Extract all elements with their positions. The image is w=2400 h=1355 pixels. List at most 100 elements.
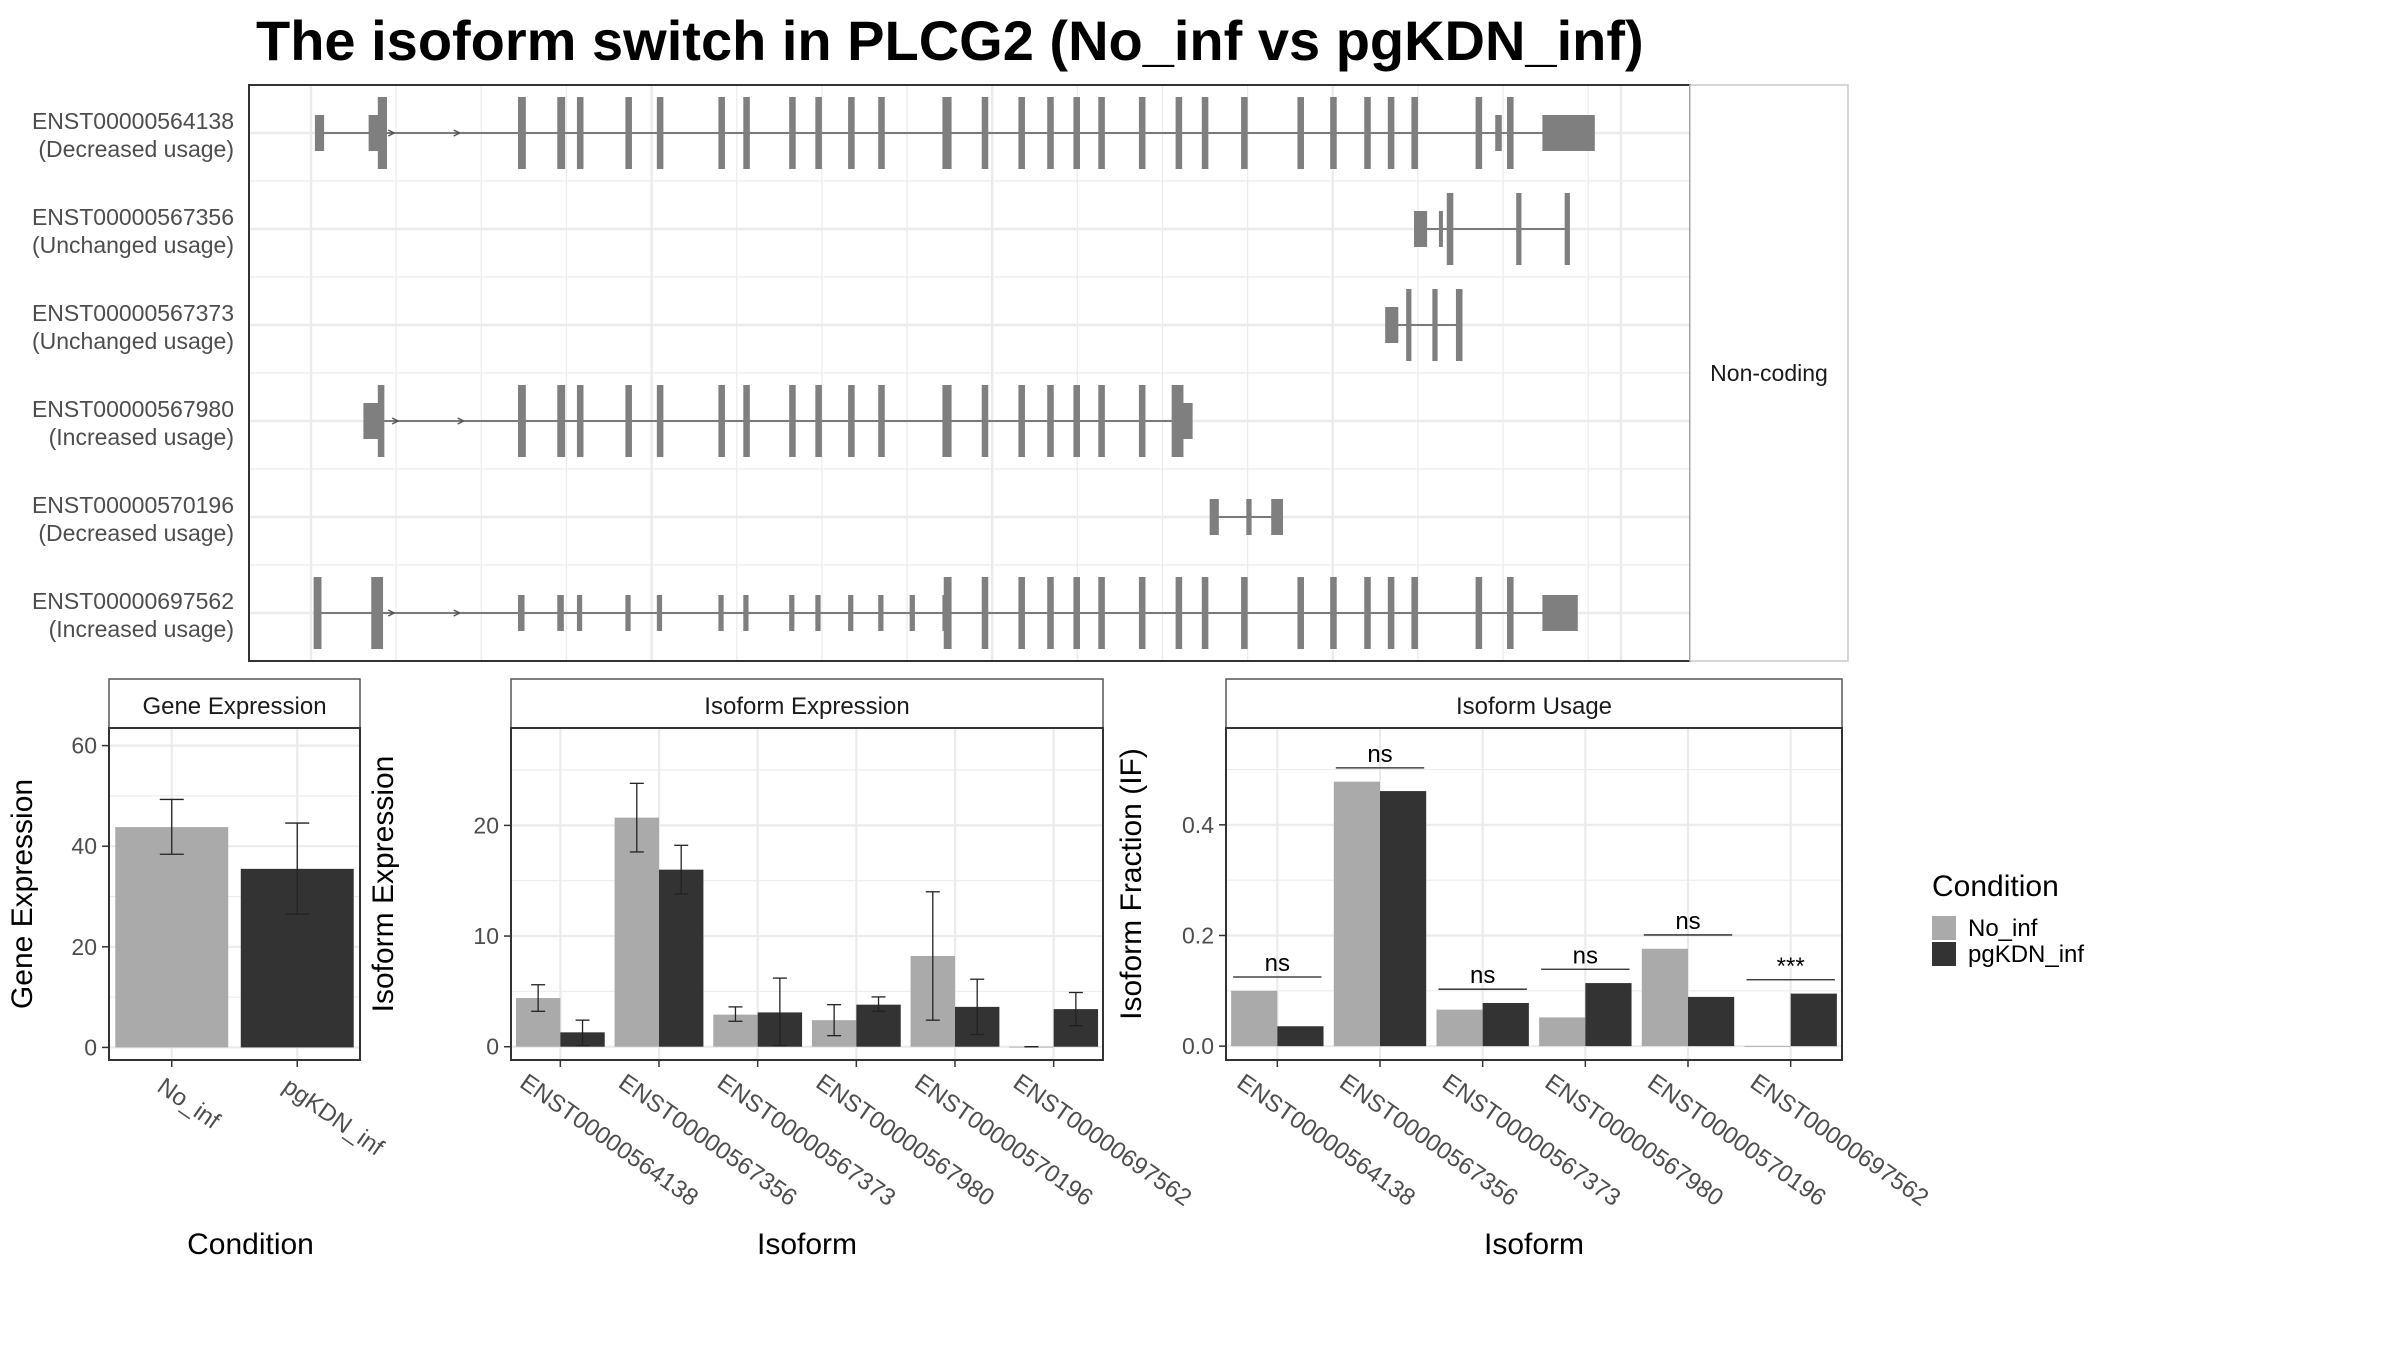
y-tick-label: 0 [486,1034,499,1060]
isoform-id-label: ENST00000567373 [32,300,234,326]
exon [1385,307,1399,343]
exon [943,577,952,649]
exon [576,385,584,457]
exon [1138,577,1146,649]
significance-label: ns [1367,741,1392,768]
exon [1171,385,1184,457]
significance-label: ns [1675,908,1700,935]
y-tick-label: 40 [71,833,97,859]
exon [1446,193,1454,265]
exon [1330,97,1337,169]
exon [789,97,796,169]
exon [789,385,796,457]
exon [1179,403,1193,439]
panel-header [108,678,361,729]
panel-border [108,727,361,1061]
exon [815,97,822,169]
isoform-usage-label: (Increased usage) [49,616,234,642]
exon [656,595,663,631]
panel-border [510,727,1104,1061]
y-tick-label: 20 [71,934,97,960]
exon [878,385,885,457]
bar-No_inf-ENST00000567356 [614,817,659,1047]
x-tick-label: No_inf [152,1073,225,1135]
exon [981,385,989,457]
isoform-id-label: ENST00000567356 [32,204,234,230]
strand-arrow [391,417,400,425]
exon [1175,577,1183,649]
x-tick-label: ENST00000697562 [1008,1069,1196,1212]
exon [981,577,989,649]
exon [1098,97,1105,169]
legend-label-No_inf: No_inf [1968,915,2038,942]
exon [718,385,725,457]
exon [1542,115,1595,151]
exon [1411,97,1418,169]
exon [1411,577,1418,649]
exon [1098,577,1105,649]
exon [1455,289,1463,361]
exon [1507,577,1514,649]
isoform-usage-panel: Isoform Usage ns ns ns ns ns *** 0.0 0.2 0.4 ENST0… [1115,678,1933,1261]
exon [1364,577,1371,649]
y-tick-label: 0.2 [1182,923,1214,949]
isoform-usage-label: (Decreased usage) [38,136,234,162]
exon [815,385,822,457]
x-tick-label: ENST00000567373 [712,1069,900,1212]
exon [625,97,632,169]
y-tick-label: 0.0 [1182,1033,1214,1059]
exon [1432,289,1438,361]
isoform-id-label: ENST00000570196 [32,492,234,518]
exon [1414,211,1428,247]
y-tick-label: 60 [71,733,97,759]
exon [656,385,664,457]
exon [718,595,724,631]
exon [625,595,631,631]
exon [557,97,566,169]
exon [576,97,584,169]
exon [377,97,387,169]
isoform-usage-label: (Unchanged usage) [32,328,234,354]
exon [1138,97,1146,169]
x-tick-label: ENST00000570196 [910,1069,1098,1212]
exon [557,385,566,457]
exon [371,577,384,649]
exon [1542,595,1578,631]
isoform-usage-label: (Decreased usage) [38,520,234,546]
exon [1241,97,1248,169]
exon [743,595,749,631]
bar-No_inf-ENST00000567980 [1539,1017,1586,1047]
strand-arrow [457,417,466,425]
exon [576,595,583,631]
strip-box [1689,84,1849,662]
x-tick-label: ENST00000567356 [614,1069,802,1212]
exon [1073,577,1080,649]
legend-label-pgKDN_inf: pgKDN_inf [1968,941,2084,968]
exon [1271,499,1284,535]
exon [363,403,380,439]
isoform-id-label: ENST00000564138 [32,108,234,134]
exon [1246,499,1252,535]
exon [517,97,526,169]
exon [1297,577,1304,649]
x-tick-label: ENST00000567356 [1335,1069,1523,1212]
exon [878,97,885,169]
panel-title: Isoform Expression [704,693,909,720]
y-tick-label: 0 [84,1034,97,1060]
exon [1364,97,1371,169]
bar-No_inf-ENST00000567356 [1333,781,1380,1047]
transcript-structure-panel: ENST00000564138(Decreased usage)ENST0000… [32,84,1849,662]
exon [878,595,884,631]
x-tick-label: ENST00000564138 [515,1069,703,1212]
exon [1475,577,1483,649]
exon [517,595,525,631]
strand-arrow [387,129,396,137]
strip-label: Non-coding [1710,360,1828,386]
exon [942,385,952,457]
bar-No_inf [115,827,229,1048]
bar-pgKDN_inf-ENST00000567980 [1585,983,1632,1047]
exon [909,595,915,631]
exon [1507,97,1514,169]
